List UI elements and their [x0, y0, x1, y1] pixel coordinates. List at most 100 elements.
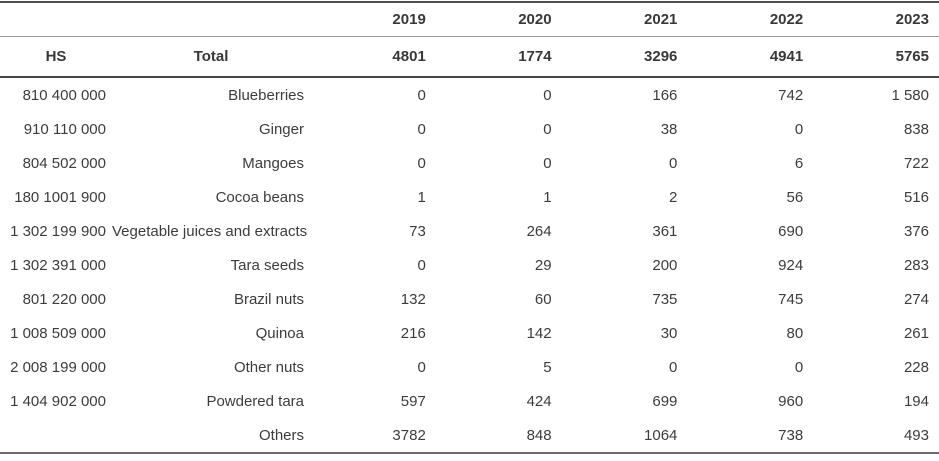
- value-cell-2022: 738: [687, 418, 814, 454]
- value-cell-2019: 597: [400, 392, 426, 410]
- value-cell-2022: 690: [778, 222, 804, 240]
- value-cell-2019: 0: [417, 86, 426, 104]
- total-row-label: Total: [112, 36, 310, 78]
- value-cell-2023: 722: [903, 154, 929, 172]
- product-name-cell: Brazil nuts: [233, 290, 304, 308]
- product-name-cell: Quinoa: [255, 324, 304, 342]
- value-cell-2020: 60: [534, 290, 552, 308]
- value-cell-2021: 699: [652, 392, 678, 410]
- hs-code-cell: 1 404 902 000: [10, 392, 106, 410]
- total-value-2022: 4941: [687, 36, 814, 78]
- table-row: 804 502 000 Mangoes 0 0 0 6 722: [0, 146, 939, 180]
- product-name-cell: Other nuts: [233, 358, 304, 376]
- value-cell-2022: 960: [778, 392, 804, 410]
- value-cell-2021: 0: [669, 154, 678, 172]
- hs-column-header: HS: [0, 36, 112, 78]
- table-row: Others 3782 848 1064 738 493: [0, 418, 939, 454]
- hs-code-cell: 910 110 000: [23, 120, 106, 138]
- value-cell-2021: 1064: [561, 418, 688, 454]
- product-name-cell: Powdered tara: [206, 392, 304, 410]
- value-cell-2021: 2: [669, 188, 678, 206]
- product-name-cell: Ginger: [258, 120, 304, 138]
- total-value-2020: 1774: [435, 36, 562, 78]
- value-cell-2020: 848: [435, 418, 562, 454]
- product-name-cell: Mangoes: [242, 154, 304, 172]
- value-cell-2021: 735: [652, 290, 678, 308]
- product-name-cell: Vegetable juices and extracts: [112, 222, 308, 240]
- hs-code-cell: 1 302 391 000: [10, 256, 106, 274]
- product-name-cell: Tara seeds: [230, 256, 304, 274]
- value-cell-2019: 3782: [310, 418, 436, 454]
- hs-code-cell: 1 008 509 000: [10, 324, 106, 342]
- table-row: 180 1001 900 Cocoa beans 1 1 2 56 516: [0, 180, 939, 214]
- hs-code-cell: 804 502 000: [22, 154, 106, 172]
- value-cell-2019: 0: [417, 154, 426, 172]
- value-cell-2022: 6: [794, 154, 804, 172]
- value-cell-2023: 274: [903, 290, 929, 308]
- value-cell-2020: 264: [526, 222, 552, 240]
- hs-code-cell: [0, 418, 112, 454]
- total-header-row: HS Total 4801 1774 3296 4941 5765: [0, 36, 939, 78]
- value-cell-2023: 261: [903, 324, 929, 342]
- value-cell-2023: 194: [903, 392, 929, 410]
- value-cell-2019: 0: [417, 120, 426, 138]
- table-row: 1 302 391 000 Tara seeds 0 29 200 924 28…: [0, 248, 939, 282]
- total-value-2023: 5765: [813, 36, 939, 78]
- value-cell-2021: 0: [669, 358, 678, 376]
- value-cell-2023: 838: [903, 120, 929, 138]
- table-row: 1 404 902 000 Powdered tara 597 424 699 …: [0, 384, 939, 418]
- value-cell-2022: 0: [794, 358, 804, 376]
- table-row: 2 008 199 000 Other nuts 0 5 0 0 228: [0, 350, 939, 384]
- year-header-row: 2019 2020 2021 2022 2023: [0, 2, 939, 37]
- value-cell-2019: 1: [417, 188, 426, 206]
- value-cell-2022: 742: [778, 86, 804, 104]
- hs-code-cell: 801 220 000: [22, 290, 106, 308]
- value-cell-2020: 0: [543, 120, 552, 138]
- table-body: 810 400 000 Blueberries 0 0 166 742 1 58…: [0, 77, 939, 454]
- year-header-2022: 2022: [687, 2, 814, 37]
- product-name-cell: Cocoa beans: [215, 188, 304, 206]
- value-cell-2023: 1 580: [891, 86, 929, 104]
- year-header-2021: 2021: [561, 2, 688, 37]
- value-cell-2020: 142: [526, 324, 552, 342]
- value-cell-2022: 745: [778, 290, 804, 308]
- hs-header-spacer: [0, 2, 112, 37]
- hs-code-cell: 810 400 000: [22, 86, 106, 104]
- value-cell-2022: 80: [786, 324, 804, 342]
- value-cell-2019: 216: [400, 324, 426, 342]
- name-header-spacer: [112, 2, 310, 37]
- value-cell-2020: 1: [543, 188, 552, 206]
- total-value-2019: 4801: [310, 36, 436, 78]
- value-cell-2023: 228: [903, 358, 929, 376]
- year-header-2019: 2019: [310, 2, 436, 37]
- table-row: 910 110 000 Ginger 0 0 38 0 838: [0, 112, 939, 146]
- value-cell-2019: 73: [409, 222, 426, 240]
- product-name-cell: Others: [112, 418, 310, 454]
- year-header-2023: 2023: [813, 2, 939, 37]
- table-row: 801 220 000 Brazil nuts 132 60 735 745 2…: [0, 282, 939, 316]
- value-cell-2020: 0: [543, 154, 552, 172]
- hs-code-cell: 2 008 199 000: [10, 358, 106, 376]
- value-cell-2019: 0: [417, 256, 426, 274]
- value-cell-2021: 30: [660, 324, 678, 342]
- value-cell-2020: 424: [526, 392, 552, 410]
- value-cell-2019: 132: [400, 290, 426, 308]
- product-name-cell: Blueberries: [228, 86, 304, 104]
- table-row: 810 400 000 Blueberries 0 0 166 742 1 58…: [0, 77, 939, 112]
- value-cell-2022: 56: [786, 188, 804, 206]
- value-cell-2020: 29: [534, 256, 552, 274]
- hs-code-cell: 180 1001 900: [14, 188, 106, 206]
- value-cell-2021: 200: [652, 256, 678, 274]
- value-cell-2022: 0: [794, 120, 804, 138]
- table-row: 1 302 199 900 Vegetable juices and extra…: [0, 214, 939, 248]
- value-cell-2021: 166: [652, 86, 678, 104]
- value-cell-2023: 376: [903, 222, 929, 240]
- value-cell-2022: 924: [778, 256, 804, 274]
- hs-code-cell: 1 302 199 900: [10, 222, 106, 240]
- total-value-2021: 3296: [561, 36, 688, 78]
- value-cell-2020: 0: [543, 86, 552, 104]
- value-cell-2023: 493: [813, 418, 939, 454]
- value-cell-2023: 283: [903, 256, 929, 274]
